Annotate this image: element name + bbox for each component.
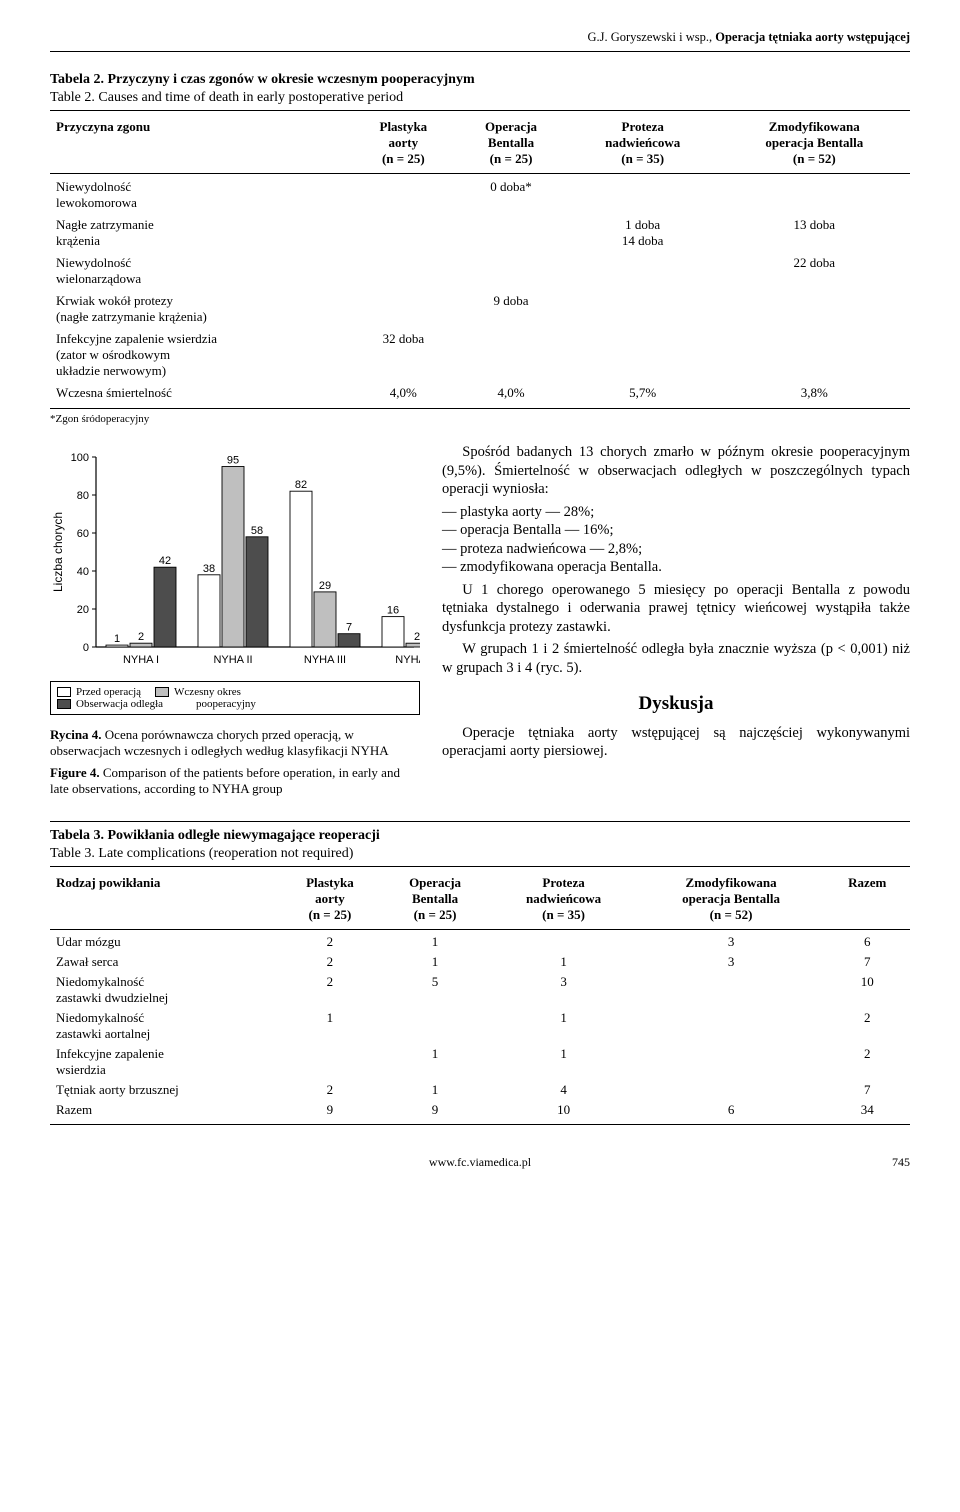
- svg-text:NYHA IV: NYHA IV: [395, 654, 420, 666]
- svg-text:80: 80: [77, 490, 89, 502]
- footer-page-number: 745: [892, 1155, 910, 1170]
- svg-text:58: 58: [251, 525, 263, 537]
- table2-row: Wczesna śmiertelność4,0%4,0%5,7%3,8%: [50, 382, 910, 404]
- body-p3: W grupach 1 i 2 śmiertelność odległa był…: [442, 640, 910, 677]
- table3: Rodzaj powikłaniaPlastykaaorty(n = 25)Op…: [50, 871, 910, 1120]
- svg-text:60: 60: [77, 528, 89, 540]
- svg-text:7: 7: [346, 622, 352, 634]
- table3-row: Niedomykalnośćzastawki aortalnej112: [50, 1008, 910, 1044]
- table3-row: Zawał serca21137: [50, 952, 910, 972]
- bar: [130, 643, 152, 647]
- bar: [338, 634, 360, 647]
- table2-row: Niewydolnośćlewokomorowa0 doba*: [50, 176, 910, 214]
- table2-col-2: OperacjaBentalla(n = 25): [455, 115, 566, 171]
- table2-caption-en: Table 2. Causes and time of death in ear…: [50, 90, 910, 106]
- svg-text:NYHA II: NYHA II: [213, 654, 252, 666]
- body-list-item: plastyka aorty — 28%;: [442, 503, 910, 522]
- table2-caption-pl: Tabela 2. Przyczyny i czas zgonów w okre…: [50, 72, 910, 88]
- discussion-heading: Dyskusja: [442, 692, 910, 716]
- body-list-item: zmodyfikowana operacja Bentalla.: [442, 558, 910, 577]
- figure4-caption-pl: Rycina 4. Ocena porównawcza chorych prze…: [50, 727, 420, 759]
- bar: [246, 537, 268, 647]
- svg-text:2: 2: [138, 631, 144, 643]
- figure4-caption-en: Figure 4. Comparison of the patients bef…: [50, 765, 420, 797]
- legend-item: Obserwacja odległa: [57, 698, 163, 710]
- table2-footnote: *Zgon śródoperacyjny: [50, 413, 910, 425]
- svg-text:16: 16: [387, 605, 399, 617]
- table3-caption-pl: Tabela 3. Powikłania odległe niewymagają…: [50, 828, 910, 844]
- body-p2: U 1 chorego operowanego 5 miesięcy po op…: [442, 581, 910, 637]
- table3-rule-bottom: [50, 1124, 910, 1125]
- svg-text:82: 82: [295, 479, 307, 491]
- figure4-text-pl: Ocena porównawcza chorych przed operacją…: [50, 727, 389, 758]
- svg-text:0: 0: [83, 642, 89, 654]
- header-paper-title: Operacja tętniaka aorty wstępującej: [715, 30, 910, 44]
- table2-col-3: Protezanadwieńcowa(n = 35): [567, 115, 719, 171]
- table2-rule-top: [50, 110, 910, 111]
- bar: [222, 467, 244, 648]
- bar: [382, 617, 404, 647]
- table3-row: Niedomykalnośćzastawki dwudzielnej25310: [50, 972, 910, 1008]
- table3-caption-en: Table 3. Late complications (reoperation…: [50, 846, 910, 862]
- bar: [314, 592, 336, 647]
- bar: [154, 567, 176, 647]
- body-list-item: proteza nadwieńcowa — 2,8%;: [442, 540, 910, 559]
- figure4-text-en: Comparison of the patients before operat…: [50, 765, 400, 796]
- body-p4: Operacje tętniaka aorty wstępującej są n…: [442, 724, 910, 761]
- svg-text:NYHA III: NYHA III: [304, 654, 346, 666]
- bar: [198, 575, 220, 647]
- table3-rule-above: [50, 821, 910, 822]
- chart-legend: Przed operacją Wczesny okresObserwacja od…: [50, 681, 420, 715]
- svg-text:42: 42: [159, 555, 171, 567]
- footer-url: www.fc.viamedica.pl: [429, 1155, 531, 1169]
- table3-col-5: Razem: [824, 871, 910, 927]
- table2-col-0: Przyczyna zgonu: [50, 115, 351, 171]
- body-list-item: operacja Bentalla — 16%;: [442, 521, 910, 540]
- nyha-chart: 0 20 40 60 80 100 Liczba chorych 1 2 42 NYHA I 38 95…: [50, 443, 420, 673]
- table2-row: Infekcyjne zapalenie wsierdzia(zator w o…: [50, 328, 910, 382]
- table3-col-1: Plastykaaorty(n = 25): [279, 871, 380, 927]
- svg-text:2: 2: [414, 631, 420, 643]
- header-rule: [50, 51, 910, 52]
- svg-text:95: 95: [227, 455, 239, 467]
- svg-text:38: 38: [203, 563, 215, 575]
- bar: [106, 645, 128, 647]
- bar: [406, 643, 420, 647]
- table2-row: Niewydolnośćwielonarządowa22 doba: [50, 252, 910, 290]
- table3-col-3: Protezanadwieńcowa(n = 35): [489, 871, 637, 927]
- table3-row: Tętniak aorty brzusznej2147: [50, 1080, 910, 1100]
- table3-row: Infekcyjne zapaleniewsierdzia112: [50, 1044, 910, 1080]
- table2: Przyczyna zgonuPlastykaaorty(n = 25)Oper…: [50, 115, 910, 404]
- body-text: Spośród badanych 13 chorych zmarło w póź…: [442, 443, 910, 803]
- svg-text:20: 20: [77, 604, 89, 616]
- legend-item: Wczesny okres: [155, 686, 241, 698]
- table2-rule-bottom: [50, 408, 910, 409]
- table2-col-4: Zmodyfikowanaoperacja Bentalla(n = 52): [719, 115, 910, 171]
- page-footer: www.fc.viamedica.pl 745: [50, 1155, 910, 1170]
- table2-row: Nagłe zatrzymaniekrążenia1 doba14 doba13…: [50, 214, 910, 252]
- svg-text:NYHA I: NYHA I: [123, 654, 159, 666]
- svg-text:100: 100: [71, 452, 89, 464]
- figure4-label-pl: Rycina 4.: [50, 727, 102, 742]
- table3-row: Razem9910634: [50, 1100, 910, 1120]
- table3-rule-top: [50, 866, 910, 867]
- table3-col-0: Rodzaj powikłania: [50, 871, 279, 927]
- svg-text:29: 29: [319, 580, 331, 592]
- table2-row: Krwiak wokół protezy(nagłe zatrzymanie k…: [50, 290, 910, 328]
- legend-item: Przed operacją: [57, 686, 141, 698]
- table3-col-4: Zmodyfikowanaoperacja Bentalla(n = 52): [638, 871, 825, 927]
- svg-text:40: 40: [77, 566, 89, 578]
- body-p1: Spośród badanych 13 chorych zmarło w póź…: [442, 443, 910, 499]
- table3-row: Udar mózgu2136: [50, 932, 910, 952]
- header-authors: G.J. Goryszewski i wsp.,: [587, 30, 715, 44]
- table3-col-2: OperacjaBentalla(n = 25): [381, 871, 490, 927]
- body-list: plastyka aorty — 28%;operacja Bentalla —…: [442, 503, 910, 577]
- bar: [290, 491, 312, 647]
- svg-text:Liczba chorych: Liczba chorych: [51, 512, 65, 592]
- running-header: G.J. Goryszewski i wsp., Operacja tętnia…: [50, 30, 910, 45]
- table2-col-1: Plastykaaorty(n = 25): [351, 115, 455, 171]
- legend-item: pooperacyjny: [177, 698, 256, 710]
- svg-text:1: 1: [114, 633, 120, 645]
- figure4-label-en: Figure 4.: [50, 765, 100, 780]
